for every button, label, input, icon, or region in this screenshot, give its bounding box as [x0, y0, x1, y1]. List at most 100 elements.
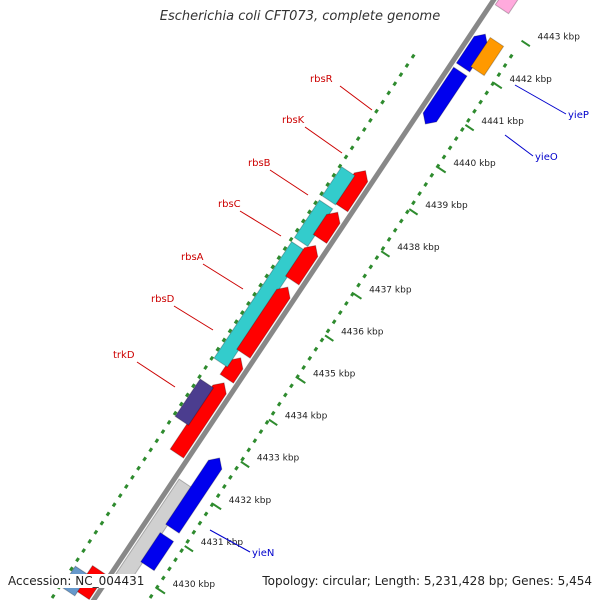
outer-dot: [154, 438, 160, 444]
outer-dot: [203, 365, 209, 371]
outer-dot: [99, 520, 105, 526]
ruler-dot: [417, 191, 422, 197]
outer-dot: [319, 191, 324, 197]
outer-dot: [270, 264, 276, 270]
ruler-dot: [179, 548, 184, 554]
ruler-dot: [405, 209, 410, 215]
ruler-dot: [221, 484, 227, 489]
ruler-dot: [203, 511, 209, 517]
outer-dot: [374, 108, 379, 114]
feature-yieN-b: [165, 457, 223, 534]
outer-dot: [227, 328, 233, 334]
ruler-tick-mark: [520, 39, 531, 48]
ruler-tick-mark: [268, 418, 278, 426]
gene-label-rbsR: rbsR: [310, 74, 333, 85]
outer-dot: [294, 227, 300, 233]
accession-text: Accession: NC_004431: [8, 574, 145, 588]
outer-dot: [288, 236, 294, 242]
feature-yieP-blue: [455, 33, 489, 73]
genome-backbone: [90, 0, 497, 600]
outer-dot: [325, 181, 331, 187]
outer-dot: [75, 557, 80, 563]
ruler-dot: [453, 136, 459, 142]
ruler-dot: [228, 474, 233, 480]
ruler-dot: [368, 264, 374, 270]
ruler-tick-label: 4438 kbp: [397, 243, 440, 253]
outer-dot: [148, 447, 154, 453]
outer-dot: [282, 246, 288, 252]
ruler-dot: [380, 246, 386, 252]
feature-rbsB: [293, 199, 334, 248]
gene-leader-line: [173, 305, 214, 331]
ruler-tick-label: 4433 kbp: [257, 454, 300, 464]
ruler-dot: [459, 127, 465, 133]
gene-leader-line: [209, 529, 251, 553]
ruler-dot: [197, 520, 203, 526]
ruler-dot: [429, 172, 435, 178]
ruler-dot: [386, 236, 392, 242]
ruler-dot: [447, 145, 453, 151]
ruler-tick-mark: [436, 166, 447, 174]
gene-leader-line: [514, 84, 567, 115]
outer-dot: [331, 172, 337, 178]
ruler-dot: [215, 493, 221, 499]
outer-dot: [386, 90, 392, 96]
outer-dot: [69, 566, 74, 572]
ruler-dot: [423, 181, 429, 187]
ruler-dot: [398, 218, 404, 224]
ruler-tick-label: 4437 kbp: [369, 285, 412, 295]
outer-dot: [246, 300, 251, 306]
outer-dot: [410, 53, 416, 59]
outer-dot: [258, 282, 263, 288]
ruler-dot: [252, 438, 258, 444]
ruler-dot: [258, 429, 264, 435]
feature-yieP-orange: [470, 36, 505, 77]
outer-dot: [313, 200, 318, 206]
ruler-tick-label: 4441 kbp: [481, 117, 524, 127]
ruler-dot: [319, 337, 325, 343]
ruler-tick-mark: [156, 587, 166, 595]
ruler-dot: [362, 273, 368, 279]
outer-dot: [166, 419, 172, 425]
ruler-dot: [508, 53, 514, 59]
outer-dot: [215, 346, 221, 352]
ruler-dot: [496, 72, 502, 78]
outer-dot: [87, 538, 93, 544]
ruler-dot: [307, 355, 313, 361]
gene-labels: rbsR rbsK rbsB rbsC rbsA rbsD trkD yieP yieO yieN: [113, 74, 589, 559]
ruler-dot: [276, 401, 282, 407]
outer-dot: [81, 548, 86, 554]
outer-dotted-track: [50, 53, 416, 599]
feature-gray: [111, 478, 194, 589]
feature-pink: [494, 0, 519, 15]
outer-dot: [197, 374, 202, 380]
outer-dot: [191, 383, 196, 389]
ruler-dot: [234, 465, 239, 471]
ruler-dot: [313, 346, 319, 352]
ruler-tick-mark: [408, 208, 419, 216]
ruler-tick-label: 4442 kbp: [509, 75, 552, 85]
ruler-dot: [490, 81, 496, 87]
ruler-dot: [350, 291, 355, 297]
gene-leader-line: [202, 263, 244, 290]
feature-rbsK: [321, 166, 356, 206]
ruler-tick-mark: [184, 545, 194, 553]
ruler-dot: [185, 538, 191, 544]
ruler-dot: [441, 154, 447, 160]
gene-leader-line: [239, 210, 282, 237]
outer-dot: [93, 529, 99, 535]
ruler-dot: [301, 365, 307, 371]
ruler-tick-label: 4440 kbp: [453, 159, 496, 169]
ruler-dot: [344, 300, 349, 306]
ruler-dot: [356, 282, 361, 288]
outer-dot: [160, 429, 166, 435]
feature-rbsA-red: [236, 286, 291, 359]
outer-dot: [136, 465, 141, 471]
ruler-tick-mark: [492, 81, 503, 90]
outer-dot: [209, 355, 215, 361]
ruler-dot: [484, 90, 490, 96]
outer-dot: [300, 218, 306, 224]
ruler-tick-mark: [296, 376, 306, 384]
ruler-dot: [246, 447, 252, 453]
outer-dot: [142, 456, 147, 462]
